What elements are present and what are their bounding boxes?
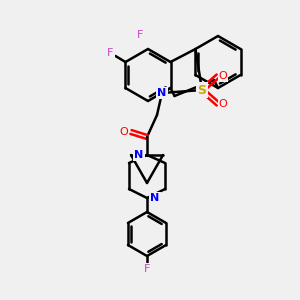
Text: N: N [158,88,166,98]
Text: O: O [219,99,227,109]
Text: F: F [107,48,114,58]
Text: O: O [120,127,128,137]
Text: N: N [134,150,144,160]
Text: F: F [144,264,150,274]
Text: O: O [219,71,227,81]
Text: S: S [197,83,206,97]
Text: F: F [137,30,143,40]
Text: N: N [150,193,160,203]
